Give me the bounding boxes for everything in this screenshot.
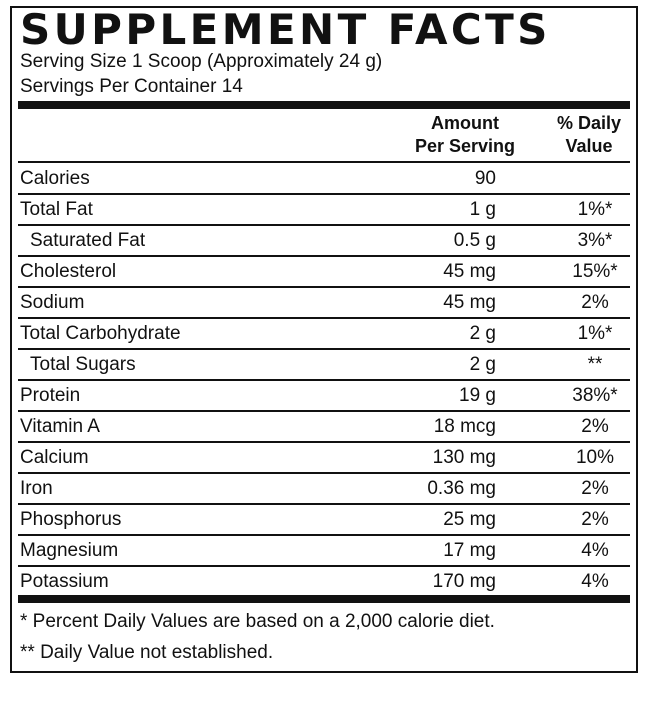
nutrient-daily-value: 2% (581, 509, 609, 530)
daily-value-cell: 1%* (558, 322, 632, 346)
nutrient-name: Protein (20, 385, 81, 406)
nutrient-name: Total Carbohydrate (20, 323, 181, 344)
nutrient-daily-value: 4% (581, 540, 609, 561)
footnote-daily-values: * Percent Daily Values are based on a 2,… (20, 611, 495, 632)
table-row: Phosphorus 25 mg 2% (18, 505, 630, 536)
daily-value-cell: ** (558, 353, 632, 377)
table-row: Total Fat 1 g 1%* (18, 195, 630, 226)
nutrient-amount: 90 (474, 168, 496, 189)
panel-title: SUPPLEMENT FACTS (20, 5, 551, 54)
dv-header-line2: Value (565, 136, 613, 156)
footnote-not-established: ** Daily Value not established. (20, 642, 274, 663)
nutrient-daily-value: 4% (581, 571, 609, 592)
nutrient-name: Phosphorus (20, 509, 122, 530)
nutrient-daily-value: 2% (581, 416, 609, 437)
nutrient-name: Cholesterol (20, 261, 117, 282)
nutrient-daily-value: 1%* (577, 323, 613, 344)
nutrient-amount: 130 mg (432, 447, 496, 468)
nutrient-amount: 170 mg (432, 571, 496, 592)
daily-value-cell: 10% (558, 446, 632, 470)
thick-divider-bottom (18, 595, 630, 603)
nutrient-amount: 45 mg (443, 292, 496, 313)
nutrient-daily-value: 1%* (577, 199, 613, 220)
daily-value-header: % Daily Value (552, 112, 626, 158)
table-row: Calories 90 (18, 164, 630, 195)
table-row: Sodium 45 mg 2% (18, 288, 630, 319)
nutrient-name: Sodium (20, 292, 85, 313)
table-row: Saturated Fat 0.5 g 3%* (18, 226, 630, 257)
daily-value-cell: 38%* (558, 384, 632, 408)
daily-value-cell: 2% (558, 508, 632, 532)
table-row: Protein 19 g 38%* (18, 381, 630, 412)
nutrient-name: Saturated Fat (30, 230, 146, 251)
dv-header-line1: % Daily (556, 113, 622, 133)
nutrient-amount: 45 mg (443, 261, 496, 282)
nutrient-name: Total Fat (20, 199, 93, 220)
table-row: Magnesium 17 mg 4% (18, 536, 630, 567)
amount-header-line1: Amount (431, 113, 499, 133)
table-row: Iron 0.36 mg 2% (18, 474, 630, 505)
table-row: Total Carbohydrate 2 g 1%* (18, 319, 630, 350)
table-row: Total Sugars 2 g ** (18, 350, 630, 381)
table-row: Cholesterol 45 mg 15%* (18, 257, 630, 288)
table-row: Vitamin A 18 mcg 2% (18, 412, 630, 443)
nutrient-name: Potassium (20, 571, 109, 592)
nutrient-daily-value: 10% (575, 447, 615, 468)
daily-value-cell: 4% (558, 539, 632, 563)
daily-value-cell: 3%* (558, 229, 632, 253)
nutrient-amount: 19 g (459, 385, 496, 406)
daily-value-cell: 2% (558, 477, 632, 501)
daily-value-cell: 2% (558, 415, 632, 439)
table-row: Potassium 170 mg 4% (18, 567, 630, 598)
nutrient-name: Calories (20, 168, 90, 189)
nutrient-daily-value: 2% (581, 292, 609, 313)
nutrient-daily-value: 3%* (577, 230, 613, 251)
nutrient-name: Magnesium (20, 540, 119, 561)
nutrient-amount: 17 mg (443, 540, 496, 561)
nutrient-name: Iron (20, 478, 53, 499)
nutrient-amount: 1 g (469, 199, 496, 220)
nutrient-amount: 18 mcg (433, 416, 496, 437)
nutrient-name: Total Sugars (30, 354, 136, 375)
serving-size: Serving Size 1 Scoop (Approximately 24 g… (20, 51, 383, 72)
nutrient-amount: 2 g (469, 323, 496, 344)
daily-value-cell: 1%* (558, 198, 632, 222)
nutrient-amount: 25 mg (443, 509, 496, 530)
nutrient-name: Vitamin A (20, 416, 100, 437)
daily-value-cell: 4% (558, 570, 632, 594)
nutrient-daily-value: 2% (581, 478, 609, 499)
nutrient-amount: 2 g (469, 354, 496, 375)
nutrient-daily-value: 15%* (572, 261, 618, 282)
thick-divider-top (18, 101, 630, 109)
servings-per-container: Servings Per Container 14 (20, 76, 243, 97)
daily-value-cell: 15%* (558, 260, 632, 284)
table-row: Calcium 130 mg 10% (18, 443, 630, 474)
amount-per-serving-header: Amount Per Serving (390, 112, 540, 158)
header-divider (18, 161, 630, 163)
nutrient-amount: 0.36 mg (427, 478, 496, 499)
nutrient-amount: 0.5 g (453, 230, 496, 251)
supplement-facts-panel: SUPPLEMENT FACTS Serving Size 1 Scoop (A… (10, 6, 638, 673)
nutrient-name: Calcium (20, 447, 89, 468)
nutrient-daily-value: 38%* (572, 385, 618, 406)
amount-header-line2: Per Serving (414, 136, 516, 156)
nutrient-daily-value: ** (587, 354, 603, 375)
daily-value-cell: 2% (558, 291, 632, 315)
